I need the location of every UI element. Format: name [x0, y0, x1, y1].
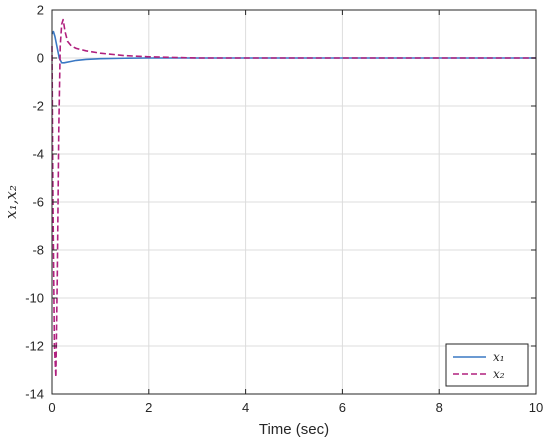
- ticks-group: 0 2 4 6 8 10 2 0 -2 -4 -6 -8 -10 -12 -14: [25, 3, 543, 416]
- y-tick-label: -12: [25, 339, 44, 354]
- y-tick-label: -14: [25, 387, 44, 402]
- x-tick-label: 0: [48, 400, 55, 415]
- y-tick-label: -10: [25, 291, 44, 306]
- y-tick-label: -2: [32, 99, 44, 114]
- legend-label-x2: x₂: [493, 367, 505, 381]
- series-group: [51, 18, 536, 379]
- y-axis-label: x₁,x₂: [2, 185, 20, 219]
- legend-box: [445, 343, 529, 387]
- y-tick-label: 0: [37, 51, 44, 66]
- y-tick-label: -8: [32, 243, 44, 258]
- x-tick-label: 10: [529, 400, 543, 415]
- y-tick-label: 2: [37, 3, 44, 18]
- legend: x₁ x₂: [445, 343, 529, 387]
- y-tick-label: -4: [32, 147, 44, 162]
- x-tick-label: 2: [145, 400, 152, 415]
- x-tick-label: 8: [436, 400, 443, 415]
- series-line-x2: [51, 18, 536, 379]
- legend-label-x1: x₁: [493, 350, 505, 364]
- x-axis-label: Time (sec): [259, 421, 329, 438]
- x-tick-label: 4: [242, 400, 249, 415]
- y-tick-label: -6: [32, 195, 44, 210]
- x-tick-label: 6: [339, 400, 346, 415]
